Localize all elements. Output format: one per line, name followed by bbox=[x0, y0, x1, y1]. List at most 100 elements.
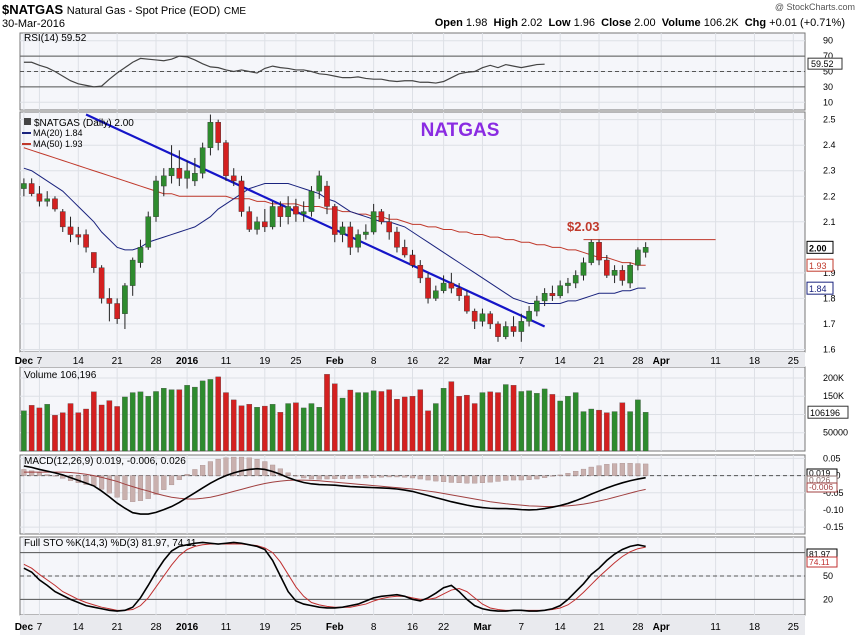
candle bbox=[59, 211, 66, 228]
candle bbox=[627, 264, 633, 284]
macd-histogram-bar bbox=[456, 475, 462, 483]
volume-bar bbox=[440, 388, 447, 452]
macd-histogram-bar bbox=[223, 457, 229, 476]
ma50-legend: MA(50) 1.93 bbox=[33, 139, 83, 149]
candle bbox=[440, 282, 447, 291]
chart-date: 30-Mar-2016 bbox=[2, 18, 65, 30]
candle bbox=[580, 262, 587, 276]
candle bbox=[448, 282, 455, 289]
macd-histogram-bar bbox=[596, 465, 602, 476]
volume-bar bbox=[425, 410, 431, 452]
x-tick-label: 21 bbox=[112, 356, 124, 367]
macd-histogram-bar bbox=[192, 469, 198, 476]
candle bbox=[401, 247, 408, 256]
candle bbox=[471, 310, 478, 322]
x-tick-label: Apr bbox=[653, 356, 670, 367]
volume-bar bbox=[161, 388, 167, 452]
macd-histogram-bar bbox=[122, 475, 128, 500]
macd-histogram-bar bbox=[371, 475, 377, 478]
candle bbox=[199, 147, 206, 174]
price-legend: $NATGAS (Daily) 2.00 bbox=[34, 118, 134, 129]
volume-bar bbox=[59, 412, 66, 452]
high-value: 2.02 bbox=[520, 17, 543, 29]
macd-histogram-bar bbox=[153, 475, 159, 495]
candle bbox=[238, 180, 245, 212]
x-tick-label: 21 bbox=[593, 356, 605, 367]
macd-histogram-bar bbox=[573, 470, 579, 476]
candle bbox=[192, 173, 198, 182]
volume-bar bbox=[370, 390, 377, 452]
annotation-title: NATGAS bbox=[421, 120, 500, 141]
volume-bar bbox=[269, 404, 276, 452]
volume-bar bbox=[394, 398, 400, 452]
candle bbox=[502, 326, 509, 337]
candle bbox=[557, 285, 563, 297]
macd-histogram-bar bbox=[347, 475, 353, 479]
volume-bar bbox=[207, 379, 214, 452]
description: Natural Gas - Spot Price (EOD) bbox=[66, 5, 221, 17]
volume-bar bbox=[67, 403, 74, 452]
volume-bar bbox=[223, 392, 229, 452]
x-tick-label: 25 bbox=[290, 622, 302, 633]
volume-bar bbox=[129, 392, 136, 452]
y-tick-label: 1.9 bbox=[823, 268, 836, 278]
volume-bar bbox=[464, 394, 470, 452]
candle bbox=[114, 303, 120, 320]
macd-histogram-bar bbox=[495, 475, 501, 482]
x-tick-label: 11 bbox=[221, 622, 232, 633]
candle bbox=[572, 275, 579, 284]
volume-bar bbox=[627, 411, 633, 452]
volume-bar bbox=[199, 380, 206, 452]
macd-histogram-bar bbox=[472, 475, 478, 484]
macd-histogram-bar bbox=[503, 475, 509, 481]
volume-bar bbox=[36, 407, 43, 452]
volume-bar bbox=[619, 402, 626, 452]
macd-histogram-bar bbox=[36, 472, 42, 476]
x-tick-label: 7 bbox=[37, 356, 43, 367]
x-tick-label: 7 bbox=[519, 356, 525, 367]
price-tag-label: 1.93 bbox=[809, 261, 827, 271]
macd-histogram-bar bbox=[91, 475, 97, 487]
volume-bar bbox=[83, 408, 89, 452]
macd-histogram-bar bbox=[580, 468, 587, 476]
volume-bar bbox=[596, 409, 602, 452]
volume-bar bbox=[308, 403, 315, 452]
x-tick-label: 25 bbox=[290, 356, 302, 367]
volume-bar bbox=[588, 408, 595, 452]
macd-histogram-bar bbox=[161, 475, 167, 490]
x-tick-label: Feb bbox=[326, 622, 344, 633]
volume-current-box bbox=[807, 405, 849, 419]
candle bbox=[145, 216, 152, 248]
price-tag bbox=[806, 240, 834, 254]
candle bbox=[106, 298, 113, 304]
copyright: @ StockCharts.com bbox=[774, 2, 855, 12]
volume-bar bbox=[114, 406, 120, 452]
volume-bar bbox=[106, 400, 113, 452]
macd-histogram-bar bbox=[619, 463, 625, 476]
volume-bar bbox=[254, 407, 260, 452]
rsi-legend: RSI(14) 59.52 bbox=[24, 33, 87, 44]
candle bbox=[129, 259, 136, 286]
candle bbox=[588, 242, 595, 263]
volume-bar bbox=[192, 386, 198, 452]
y-tick-label: 70 bbox=[823, 51, 833, 61]
rsi-current-box bbox=[807, 57, 843, 70]
volume-bar bbox=[355, 392, 361, 452]
candle bbox=[409, 254, 416, 266]
volume-bar bbox=[52, 415, 58, 452]
volume-bar bbox=[580, 411, 587, 452]
volume-current-label: 106196 bbox=[810, 408, 840, 418]
candle bbox=[153, 180, 159, 217]
x-tick-label: Mar bbox=[474, 622, 492, 633]
volume-bar bbox=[433, 403, 439, 452]
volume-bar bbox=[332, 383, 338, 452]
macd-histogram-bar bbox=[588, 466, 594, 476]
y-tick-label: 2.1 bbox=[823, 217, 836, 227]
price-legend-swatch bbox=[24, 118, 31, 125]
candle bbox=[495, 323, 501, 337]
open-label: Open bbox=[434, 17, 463, 29]
y-tick-label: 1.6 bbox=[823, 344, 836, 354]
macd-histogram-bar bbox=[176, 475, 182, 480]
volume-bar bbox=[137, 391, 144, 452]
